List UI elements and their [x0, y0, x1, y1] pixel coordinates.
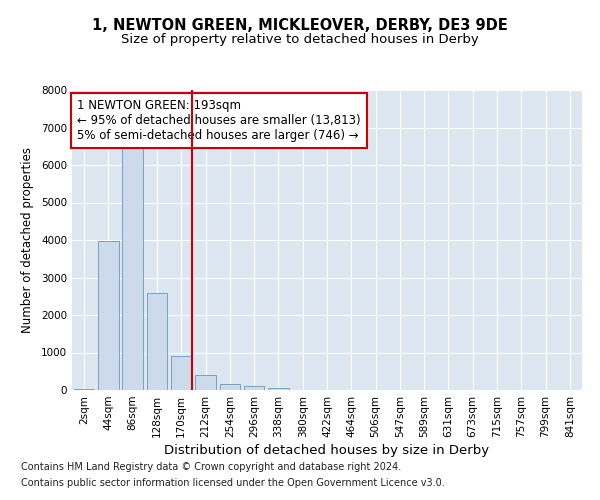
Y-axis label: Number of detached properties: Number of detached properties: [21, 147, 34, 333]
Text: Contains public sector information licensed under the Open Government Licence v3: Contains public sector information licen…: [21, 478, 445, 488]
Bar: [122, 145, 143, 390]
Text: 1, NEWTON GREEN, MICKLEOVER, DERBY, DE3 9DE: 1, NEWTON GREEN, MICKLEOVER, DERBY, DE3 …: [92, 18, 508, 32]
Bar: [74, 389, 94, 390]
Bar: [146, 292, 167, 390]
Bar: [171, 356, 191, 390]
Bar: [268, 388, 289, 390]
Text: Size of property relative to detached houses in Derby: Size of property relative to detached ho…: [121, 32, 479, 46]
Bar: [195, 375, 216, 390]
Bar: [220, 384, 240, 390]
Bar: [244, 386, 265, 390]
X-axis label: Distribution of detached houses by size in Derby: Distribution of detached houses by size …: [164, 444, 490, 457]
Bar: [98, 241, 119, 390]
Text: Contains HM Land Registry data © Crown copyright and database right 2024.: Contains HM Land Registry data © Crown c…: [21, 462, 401, 472]
Text: 1 NEWTON GREEN: 193sqm
← 95% of detached houses are smaller (13,813)
5% of semi-: 1 NEWTON GREEN: 193sqm ← 95% of detached…: [77, 99, 361, 142]
